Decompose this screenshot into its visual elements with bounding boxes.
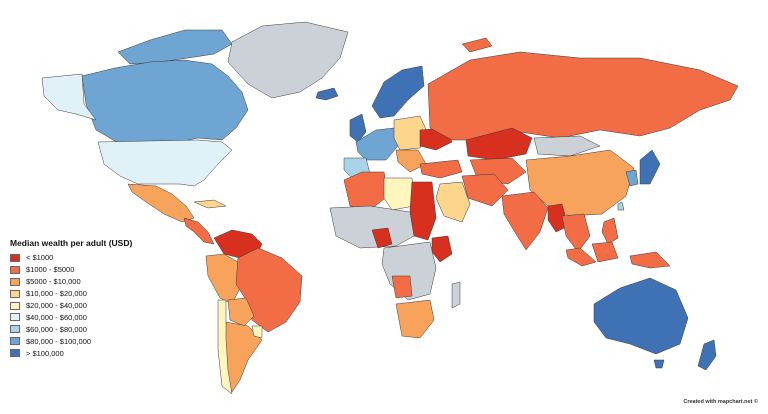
ethiopia <box>431 235 453 263</box>
map-credit: Created with mapchart.net © <box>683 399 758 405</box>
legend-item: $10,000 - $20,000 <box>10 288 132 300</box>
sahel-west-africa <box>329 205 415 249</box>
legend-label: $5000 - $10,000 <box>26 277 81 287</box>
legend-item: $5000 - $10,000 <box>10 276 132 288</box>
legend-label: $20,000 - $40,000 <box>26 301 87 310</box>
balkans <box>395 149 427 173</box>
bolivia-paraguay <box>227 297 255 327</box>
canadian-arctic-islands <box>117 29 233 65</box>
middle-east <box>435 181 471 223</box>
canada <box>81 59 249 145</box>
legend-label: < $1000 <box>26 253 54 263</box>
legend-item: $40,000 - $60,000 <box>10 311 132 323</box>
greenland <box>227 21 349 99</box>
legend-title: Median wealth per adult (USD) <box>10 238 133 248</box>
new-zealand <box>697 339 717 371</box>
legend-swatch <box>10 253 20 262</box>
legend-label: $10,000 - $20,000 <box>26 289 87 299</box>
legend-swatch <box>10 349 20 358</box>
legend-items: < $1000 $1000 - $5000 $5000 - $10,000 $10,0… <box>10 252 132 359</box>
legend-swatch <box>10 265 20 274</box>
taiwan <box>617 201 625 211</box>
libya <box>383 177 415 211</box>
legend-swatch <box>10 337 20 346</box>
legend-item: $1000 - $5000 <box>10 264 132 276</box>
alaska <box>41 73 97 121</box>
novaya-zemlya <box>461 37 493 53</box>
western-europe <box>355 127 399 161</box>
iran <box>461 173 509 207</box>
legend-label: $40,000 - $60,000 <box>26 312 87 322</box>
kazakhstan <box>465 127 533 161</box>
india <box>501 191 549 251</box>
brazil <box>235 247 303 333</box>
legend-swatch <box>10 325 20 334</box>
uruguay <box>251 325 263 339</box>
legend-swatch <box>10 277 20 286</box>
cuba <box>193 199 227 209</box>
morocco-algeria <box>343 171 389 211</box>
japan <box>639 149 661 185</box>
legend-swatch <box>10 289 20 298</box>
australia <box>593 277 689 355</box>
legend: Median wealth per adult (USD) < $1000 $10… <box>10 238 132 359</box>
philippines <box>601 217 619 245</box>
nigeria <box>371 227 393 249</box>
tasmania <box>653 359 665 369</box>
indonesia-borneo-java <box>591 241 619 263</box>
madagascar <box>451 281 461 309</box>
peru-ecuador <box>205 253 243 305</box>
turkey <box>419 159 463 179</box>
legend-item: $60,000 - $80,000 <box>10 323 132 335</box>
southern-africa <box>395 299 435 339</box>
new-guinea <box>629 251 671 269</box>
legend-item: $20,000 - $40,000 <box>10 300 132 312</box>
legend-swatch <box>10 313 20 322</box>
legend-label: $80,000 - $100,000 <box>26 336 92 346</box>
myanmar-bangladesh <box>547 203 569 233</box>
egypt-sudan <box>409 181 437 241</box>
southeast-asia <box>561 213 591 253</box>
legend-item: $80,000 - $100,000 <box>10 335 132 347</box>
angola <box>391 275 413 299</box>
scandinavia <box>371 65 425 119</box>
mexico <box>127 183 195 223</box>
central-america <box>183 217 215 245</box>
russia <box>427 51 739 141</box>
iceland <box>315 87 339 101</box>
eastern-europe <box>393 115 429 151</box>
legend-label: $1000 - $5000 <box>26 265 75 275</box>
legend-swatch <box>10 301 20 310</box>
legend-label: $60,000 - $80,000 <box>26 324 87 334</box>
indonesia-sumatra <box>565 247 597 267</box>
mongolia <box>533 135 601 157</box>
chile <box>217 299 233 395</box>
united-states <box>97 139 233 187</box>
legend-label: > $100,000 <box>26 348 64 358</box>
legend-item: > $100,000 <box>10 347 132 359</box>
legend-item: < $1000 <box>10 252 132 264</box>
korea <box>625 169 639 187</box>
united-kingdom <box>349 113 367 143</box>
